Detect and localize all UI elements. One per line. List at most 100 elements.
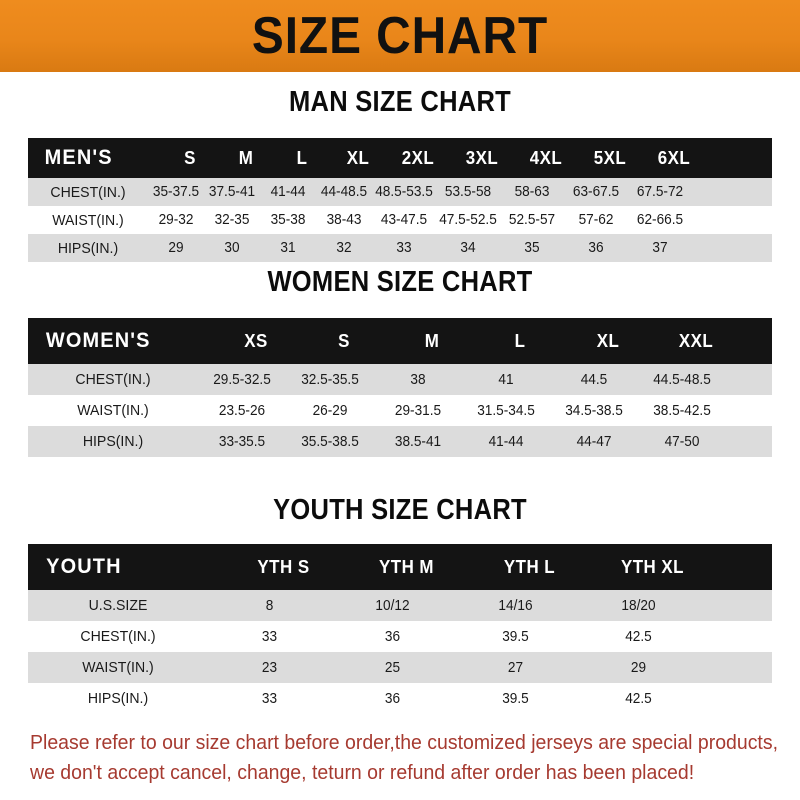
cell: 32-35 xyxy=(214,212,250,228)
men-col-s: S xyxy=(184,147,196,168)
cell: 35 xyxy=(524,240,540,256)
row-label: HIPS(IN.) xyxy=(82,433,144,450)
row-label: WAIST(IN.) xyxy=(77,402,149,419)
cell: 10/12 xyxy=(375,597,410,614)
men-section-title: MAN SIZE CHART xyxy=(288,86,512,118)
cell: 31.5-34.5 xyxy=(477,402,535,419)
cell: 44.5 xyxy=(580,371,608,388)
cell: 34 xyxy=(460,240,476,256)
table-header-row: WOMEN'S XS S M L XL XXL xyxy=(28,318,772,364)
youth-col-s: YTH S xyxy=(257,556,310,577)
cell: 44-47 xyxy=(576,433,612,450)
page-banner: SIZE CHART xyxy=(0,0,800,72)
cell: 29-32 xyxy=(158,212,194,228)
cell: 44-48.5 xyxy=(320,184,368,200)
cell: 27 xyxy=(507,659,524,676)
row-label: U.S.SIZE xyxy=(88,597,148,614)
cell: 41-44 xyxy=(488,433,524,450)
women-col-xxl: XXL xyxy=(678,330,714,351)
table-row: U.S.SIZE 8 10/12 14/16 18/20 xyxy=(28,590,772,621)
cell: 36 xyxy=(588,240,604,256)
row-label: CHEST(IN.) xyxy=(75,371,151,388)
table-header-row: MEN'S S M L XL 2XL 3XL 4XL 5XL 6XL xyxy=(28,138,772,178)
cell: 32.5-35.5 xyxy=(301,371,359,388)
cell: 42.5 xyxy=(625,690,652,707)
youth-col-l: YTH L xyxy=(503,556,556,577)
cell: 23 xyxy=(261,659,278,676)
disclaimer-line-2: we don't accept cancel, change, teturn o… xyxy=(30,761,695,784)
women-col-xs: XS xyxy=(244,330,268,351)
cell: 34.5-38.5 xyxy=(565,402,623,419)
row-label: HIPS(IN.) xyxy=(57,239,119,257)
cell: 41-44 xyxy=(270,184,306,200)
row-label: CHEST(IN.) xyxy=(50,183,126,201)
table-row: WAIST(IN.) 23 25 27 29 xyxy=(28,652,772,683)
cell: 42.5 xyxy=(625,628,652,645)
cell: 62-66.5 xyxy=(636,212,684,228)
cell: 53.5-58 xyxy=(444,184,492,200)
cell: 33 xyxy=(261,690,278,707)
cell: 38-43 xyxy=(326,212,362,228)
cell: 47.5-52.5 xyxy=(439,212,497,228)
women-col-xl: XL xyxy=(596,330,620,351)
cell: 23.5-26 xyxy=(218,402,266,419)
row-label: WAIST(IN.) xyxy=(82,659,154,676)
cell: 33-35.5 xyxy=(218,433,266,450)
women-col-s: S xyxy=(338,330,350,351)
cell: 38.5-42.5 xyxy=(653,402,711,419)
men-col-4xl: 4XL xyxy=(529,147,563,168)
men-col-l: L xyxy=(296,147,308,168)
cell: 30 xyxy=(224,240,240,256)
women-col-m: M xyxy=(424,330,440,351)
table-row: CHEST(IN.) 29.5-32.5 32.5-35.5 38 41 44.… xyxy=(28,364,772,395)
men-header-label: MEN'S xyxy=(44,146,113,169)
women-section-title: WOMEN SIZE CHART xyxy=(267,266,533,298)
cell: 35-38 xyxy=(270,212,306,228)
cell: 35.5-38.5 xyxy=(301,433,359,450)
cell: 44.5-48.5 xyxy=(653,371,711,388)
cell: 67.5-72 xyxy=(636,184,684,200)
table-row: CHEST(IN.) 33 36 39.5 42.5 xyxy=(28,621,772,652)
table-row: CHEST(IN.) 35-37.5 37.5-41 41-44 44-48.5… xyxy=(28,178,772,206)
men-col-m: M xyxy=(238,147,254,168)
cell: 48.5-53.5 xyxy=(375,184,433,200)
cell: 38.5-41 xyxy=(394,433,442,450)
cell: 32 xyxy=(336,240,352,256)
youth-header-label: YOUTH xyxy=(46,555,122,578)
cell: 47-50 xyxy=(664,433,700,450)
table-row: WAIST(IN.) 23.5-26 26-29 29-31.5 31.5-34… xyxy=(28,395,772,426)
youth-col-m: YTH M xyxy=(379,556,434,577)
cell: 52.5-57 xyxy=(508,212,556,228)
cell: 29-31.5 xyxy=(394,402,442,419)
cell: 39.5 xyxy=(502,628,529,645)
men-size-table: MEN'S S M L XL 2XL 3XL 4XL 5XL 6XL CHEST… xyxy=(28,138,772,262)
cell: 26-29 xyxy=(312,402,348,419)
table-row: HIPS(IN.) 33 36 39.5 42.5 xyxy=(28,683,772,714)
cell: 41 xyxy=(498,371,514,388)
cell: 43-47.5 xyxy=(380,212,428,228)
youth-size-table: YOUTH YTH S YTH M YTH L YTH XL U.S.SIZE … xyxy=(28,544,772,714)
cell: 57-62 xyxy=(578,212,614,228)
men-col-6xl: 6XL xyxy=(657,147,691,168)
cell: 18/20 xyxy=(621,597,656,614)
cell: 36 xyxy=(384,690,401,707)
cell: 29 xyxy=(168,240,184,256)
cell: 37.5-41 xyxy=(208,184,256,200)
men-col-5xl: 5XL xyxy=(593,147,627,168)
cell: 29.5-32.5 xyxy=(213,371,271,388)
men-col-2xl: 2XL xyxy=(401,147,435,168)
men-col-xl: XL xyxy=(346,147,370,168)
cell: 63-67.5 xyxy=(572,184,620,200)
cell: 29 xyxy=(630,659,647,676)
table-row: HIPS(IN.) 33-35.5 35.5-38.5 38.5-41 41-4… xyxy=(28,426,772,457)
table-header-row: YOUTH YTH S YTH M YTH L YTH XL xyxy=(28,544,772,590)
table-row: HIPS(IN.) 29 30 31 32 33 34 35 36 37 xyxy=(28,234,772,262)
women-col-l: L xyxy=(514,330,526,351)
youth-section-title: YOUTH SIZE CHART xyxy=(273,494,527,526)
cell: 25 xyxy=(384,659,401,676)
cell: 8 xyxy=(265,597,274,614)
page-title: SIZE CHART xyxy=(251,7,549,65)
cell: 35-37.5 xyxy=(152,184,200,200)
cell: 36 xyxy=(384,628,401,645)
disclaimer-note: Please refer to our size chart before or… xyxy=(30,728,778,788)
